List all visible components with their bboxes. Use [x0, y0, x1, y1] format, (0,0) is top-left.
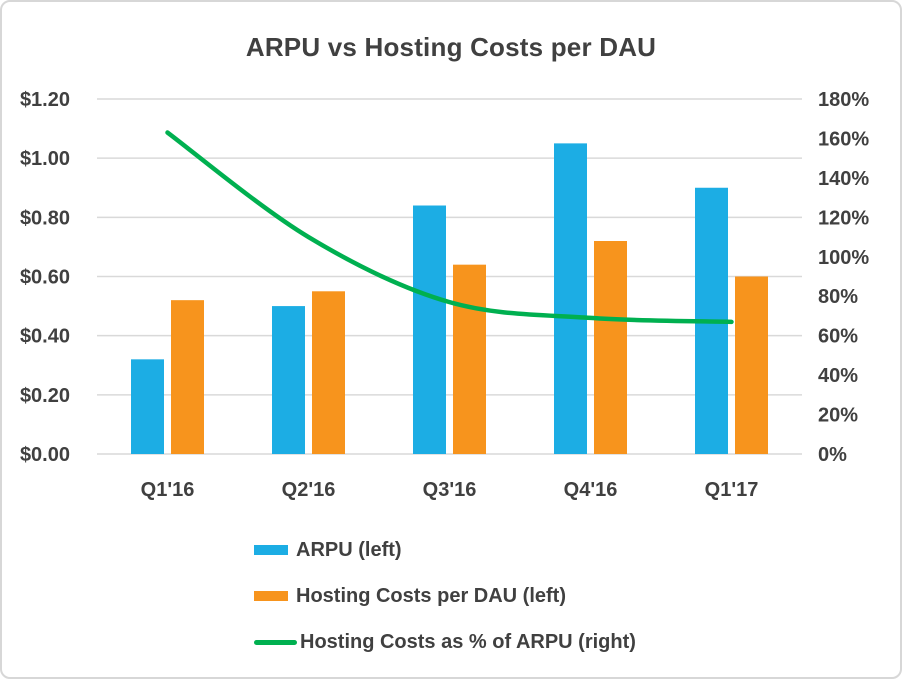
category-label: Q4'16 — [564, 479, 618, 501]
bar-hosting-q4-16 — [594, 241, 627, 454]
right-axis-label: 180% — [818, 89, 869, 111]
bar-hosting-q3-16 — [453, 264, 486, 454]
arpu-legend-swatch — [254, 545, 288, 555]
left-axis-label: $0.40 — [20, 326, 70, 348]
legend-label-arpu: ARPU (left) — [296, 539, 402, 561]
right-axis-label: 140% — [818, 168, 869, 190]
category-label: Q3'16 — [423, 479, 477, 501]
bar-arpu-q1-16 — [131, 359, 164, 454]
legend-item-hosting-pct: Hosting Costs as % of ARPU (right) — [254, 631, 636, 653]
legend-item-arpu: ARPU (left) — [254, 539, 636, 561]
hosting-pct-legend-line — [254, 639, 297, 645]
chart-title: ARPU vs Hosting Costs per DAU — [245, 32, 657, 62]
right-axis-label: 100% — [818, 247, 869, 269]
right-axis-label: 60% — [818, 326, 858, 348]
hosting-costs-legend-swatch — [254, 591, 288, 601]
left-axis-label: $0.00 — [20, 444, 70, 466]
bar-arpu-q2-16 — [272, 306, 305, 454]
legend: ARPU (left) Hosting Costs per DAU (left)… — [254, 539, 636, 653]
right-axis-label: 80% — [818, 286, 858, 308]
category-label: Q1'16 — [141, 479, 195, 501]
bar-arpu-q3-16 — [413, 205, 446, 454]
category-label: Q2'16 — [282, 479, 336, 501]
legend-item-hosting-costs: Hosting Costs per DAU (left) — [254, 585, 636, 607]
bar-hosting-q2-16 — [312, 291, 345, 454]
right-axis-label: 160% — [818, 128, 869, 150]
bar-hosting-q1-16 — [171, 300, 204, 454]
right-axis-label: 0% — [818, 444, 847, 466]
bar-hosting-q1-17 — [735, 276, 768, 454]
legend-label-hosting-costs: Hosting Costs per DAU (left) — [296, 585, 566, 607]
left-axis-label: $0.20 — [20, 385, 70, 407]
left-axis-label: $0.60 — [20, 267, 70, 289]
bar-arpu-q4-16 — [554, 143, 587, 454]
left-axis-label: $1.00 — [20, 148, 70, 170]
category-label: Q1'17 — [705, 479, 759, 501]
right-axis-label: 20% — [818, 405, 858, 427]
legend-label-hosting-pct: Hosting Costs as % of ARPU (right) — [300, 631, 636, 653]
left-axis-label: $0.80 — [20, 207, 70, 229]
right-axis-label: 40% — [818, 365, 858, 387]
right-axis-label: 120% — [818, 207, 869, 229]
left-axis-label: $1.20 — [20, 89, 70, 111]
hosting-pct-line — [165, 130, 734, 325]
